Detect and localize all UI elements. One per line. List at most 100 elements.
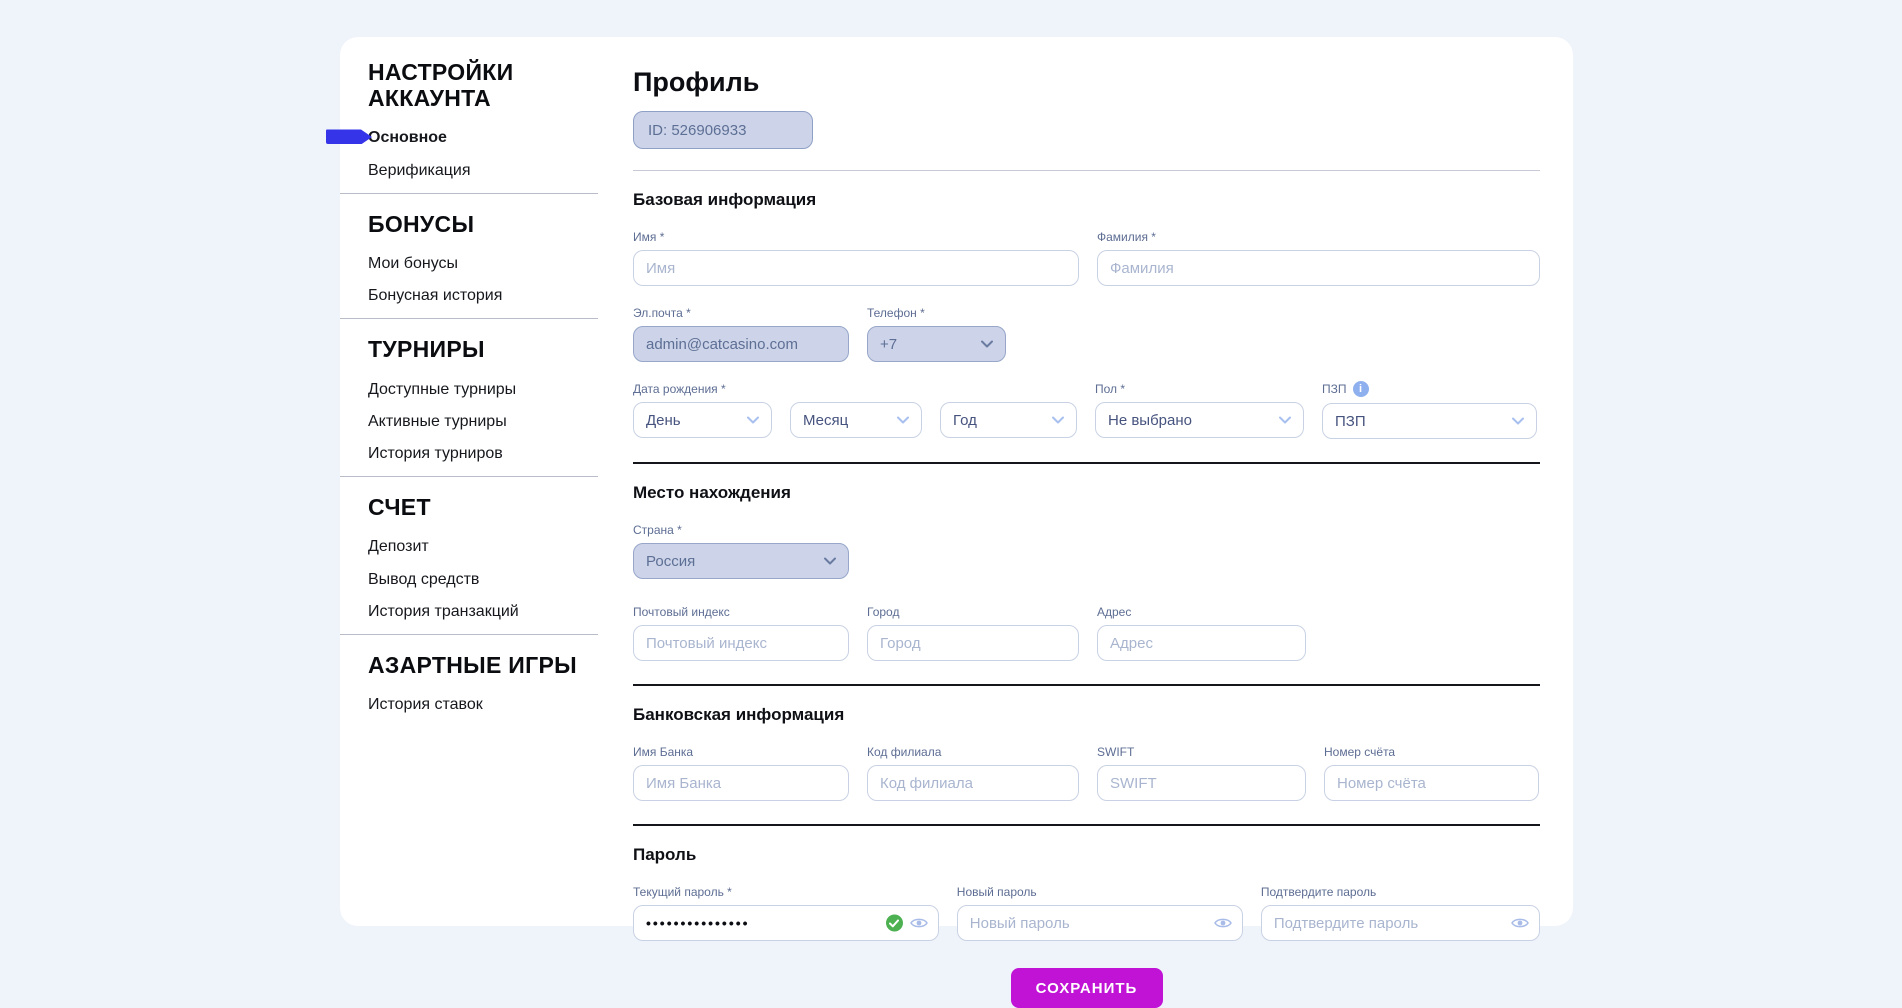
select-value: ПЗП [1335,412,1366,430]
sidebar-item-label: Активные турниры [368,412,507,430]
section-divider [633,824,1540,826]
bank-name-field[interactable] [633,765,849,801]
swift-label: SWIFT [1097,744,1135,759]
user-id-field: ID: 526906933 [633,111,813,149]
select-value: Не выбрано [1108,411,1192,429]
section-title-bank: Банковская информация [633,705,845,724]
sidebar-item-label: История транзакций [368,602,519,620]
chevron-down-icon [1052,416,1064,424]
chevron-down-icon [1279,416,1291,424]
birth-date-label: Дата рождения * [633,381,726,396]
city-label: Город [867,604,900,619]
confirm-password-field[interactable] [1260,905,1540,941]
gender-select[interactable]: Не выбрано [1095,402,1304,438]
section-title-location: Место нахождения [633,483,791,502]
sidebar-item-label: Бонусная история [368,287,503,305]
eye-icon[interactable] [1511,917,1529,929]
postal-code-field[interactable] [633,625,849,661]
sidebar-item-label: Верификация [368,161,471,179]
sidebar-section-title-tournaments: ТУРНИРЫ [368,336,485,363]
sidebar-item-label: История турниров [368,445,503,462]
sidebar-item-active-tournaments[interactable]: Активные турниры [368,412,610,431]
first-name-field[interactable] [633,250,1079,286]
chevron-down-icon [981,340,993,348]
sidebar-item-transaction-history[interactable]: История транзакций [368,602,610,621]
birth-month-select[interactable]: Месяц [790,402,922,438]
page-title: Профиль [633,67,760,97]
select-value: День [646,411,681,429]
postal-code-label: Почтовый индекс [633,604,730,619]
sidebar-item-available-tournaments[interactable]: Доступные турниры [368,380,610,399]
sidebar-item-withdrawal[interactable]: Вывод средств [368,570,610,589]
spacer-label [790,381,922,396]
last-name-label: Фамилия * [1097,229,1156,244]
phone-code-select: +7 [867,326,1006,362]
sidebar-item-bet-history[interactable]: История ставок [368,695,610,714]
section-divider [633,684,1540,686]
sidebar-item-label: История ставок [368,696,483,714]
save-button[interactable]: СОХРАНИТЬ [1010,968,1163,1008]
bank-name-label: Имя Банка [633,744,694,759]
sidebar-item-label: Депозит [368,538,429,556]
sidebar-item-label: Доступные турниры [368,380,517,398]
sidebar-section-title-bonuses: БОНУСЫ [368,210,475,237]
sidebar-divider [340,192,598,194]
chevron-down-icon [824,557,836,565]
sidebar-item-my-bonuses[interactable]: Мои бонусы [368,254,610,273]
pep-select[interactable]: ПЗП [1322,403,1537,439]
swift-field[interactable] [1097,765,1306,801]
chevron-down-icon [897,416,909,424]
sidebar-item-tournament-history[interactable]: История турниров [368,444,610,463]
sidebar-item-label: Основное [368,129,447,147]
sidebar-item-main[interactable]: Основное [326,128,610,147]
info-icon[interactable]: i [1352,381,1369,397]
settings-card: НАСТРОЙКИ АККАУНТА Основное Верификация … [326,37,1573,1008]
address-label: Адрес [1097,604,1132,619]
sidebar-item-bonus-history[interactable]: Бонусная история [368,286,610,305]
country-select: Россия [633,543,849,579]
city-field[interactable] [867,625,1079,661]
sidebar-item-verification[interactable]: Верификация [368,161,610,180]
sidebar-item-deposit[interactable]: Депозит [368,537,610,556]
sidebar-section-title-account: НАСТРОЙКИ АККАУНТА [368,59,514,112]
gender-label: Пол * [1095,381,1126,396]
country-label: Страна * [633,522,682,537]
select-value: +7 [880,335,898,353]
chevron-down-icon [747,416,759,424]
sidebar-divider [340,318,598,320]
select-value: Россия [646,552,696,570]
sidebar-item-label: Мои бонусы [368,255,459,273]
birth-day-select[interactable]: День [633,402,772,438]
select-value: Год [953,411,977,429]
eye-icon[interactable] [1213,917,1232,929]
branch-code-field[interactable] [867,765,1079,801]
sidebar-divider [340,476,598,478]
current-password-label: Текущий пароль * [633,884,732,899]
sidebar-divider [340,633,598,635]
new-password-field[interactable] [956,905,1243,941]
section-title-password: Пароль [633,845,697,864]
eye-icon[interactable] [909,917,928,929]
branch-code-label: Код филиала [867,744,942,759]
email-field [633,326,849,362]
select-value: Месяц [803,411,849,429]
address-field[interactable] [1097,625,1306,661]
last-name-field[interactable] [1097,250,1540,286]
account-number-label: Номер счёта [1324,744,1396,759]
first-name-label: Имя * [633,229,665,244]
new-password-label: Новый пароль [956,884,1037,899]
profile-form: Профиль ID: 526906933 Базовая информация… [633,67,1540,1008]
sidebar: НАСТРОЙКИ АККАУНТА Основное Верификация … [326,59,610,727]
account-number-field[interactable] [1324,765,1539,801]
phone-label: Телефон * [867,305,925,320]
birth-year-select[interactable]: Год [940,402,1077,438]
pep-label: ПЗП [1322,382,1347,396]
email-label: Эл.почта * [633,305,691,320]
valid-check-icon [885,914,903,932]
divider [633,170,1540,171]
spacer-label [940,381,1077,396]
sidebar-section-title-account-balance: СЧЕТ [368,494,431,521]
section-divider [633,462,1540,464]
sidebar-section-title-gambling: АЗАРТНЫЕ ИГРЫ [368,651,577,678]
active-arrow-icon [326,129,372,145]
